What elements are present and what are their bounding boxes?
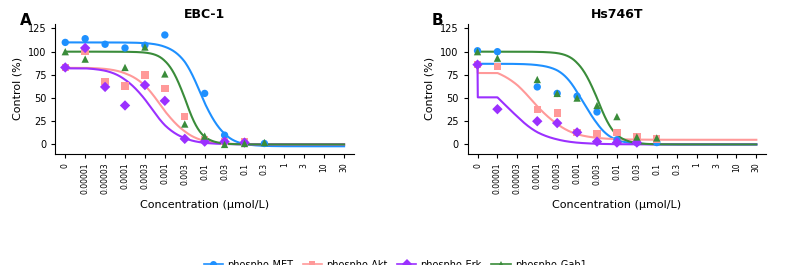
Point [591, 131, 604, 135]
Point [159, 72, 171, 76]
Point [650, 136, 663, 140]
Legend: phospho-MET, phospho-Akt, phospho-Erk, phospho-Gab1: phospho-MET, phospho-Akt, phospho-Erk, p… [200, 256, 590, 265]
Point [591, 110, 604, 114]
Point [79, 50, 92, 54]
Point [571, 96, 584, 100]
Text: A: A [20, 14, 31, 28]
Point [159, 33, 171, 37]
Point [218, 133, 231, 137]
Point [571, 130, 584, 135]
Point [138, 45, 151, 49]
Point [531, 77, 544, 82]
Point [59, 50, 72, 54]
Point [650, 137, 663, 141]
Point [118, 103, 131, 108]
Point [59, 40, 72, 45]
Point [531, 107, 544, 111]
Title: Hs746T: Hs746T [591, 8, 643, 21]
Point [79, 46, 92, 50]
Point [630, 135, 643, 139]
Point [611, 140, 623, 145]
Point [198, 91, 211, 95]
Point [630, 140, 643, 145]
Point [471, 49, 483, 53]
Point [571, 94, 584, 98]
Point [551, 91, 563, 95]
Point [138, 83, 151, 87]
Text: B: B [431, 14, 443, 28]
Point [79, 57, 92, 61]
Point [491, 50, 504, 54]
Point [59, 65, 72, 69]
Point [258, 140, 271, 145]
Y-axis label: Control (%): Control (%) [424, 57, 434, 120]
Point [551, 121, 563, 125]
Point [238, 140, 250, 145]
X-axis label: Concentration (μmol/L): Concentration (μmol/L) [552, 200, 682, 210]
Point [118, 65, 131, 69]
Point [159, 99, 171, 103]
Point [138, 43, 151, 47]
Point [118, 84, 131, 88]
Point [118, 46, 131, 50]
Point [611, 138, 623, 142]
Point [491, 107, 504, 111]
Point [471, 63, 483, 67]
Point [630, 135, 643, 139]
Point [531, 85, 544, 89]
Point [218, 139, 231, 144]
Point [551, 111, 563, 115]
Point [159, 87, 171, 91]
Point [238, 139, 250, 144]
Point [99, 79, 111, 83]
Point [218, 139, 231, 144]
Point [179, 122, 191, 126]
Point [551, 91, 563, 95]
Point [491, 56, 504, 60]
Point [79, 37, 92, 41]
Point [630, 140, 643, 145]
Point [471, 50, 483, 54]
Point [59, 65, 72, 69]
Point [258, 142, 271, 146]
Point [218, 142, 231, 147]
Point [591, 139, 604, 144]
Point [611, 130, 623, 135]
Point [179, 137, 191, 141]
X-axis label: Concentration (μmol/L): Concentration (μmol/L) [140, 200, 269, 210]
Point [198, 138, 211, 142]
Point [238, 142, 250, 146]
Point [179, 114, 191, 119]
Point [531, 119, 544, 123]
Point [238, 140, 250, 145]
Point [491, 64, 504, 69]
Point [198, 134, 211, 138]
Point [138, 73, 151, 77]
Point [591, 103, 604, 108]
Point [471, 63, 483, 67]
Point [650, 140, 663, 145]
Point [571, 130, 584, 135]
Point [611, 114, 623, 119]
Title: EBC-1: EBC-1 [184, 8, 225, 21]
Point [198, 139, 211, 144]
Point [99, 85, 111, 89]
Point [99, 42, 111, 46]
Y-axis label: Control (%): Control (%) [12, 57, 22, 120]
